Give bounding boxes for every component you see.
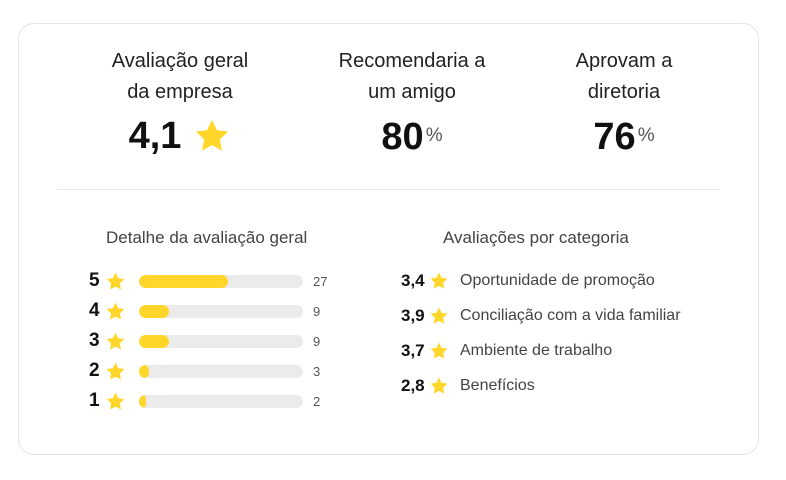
- distribution-count: 9: [313, 333, 321, 349]
- distribution-bar: [139, 304, 303, 318]
- recommend-unit: %: [425, 125, 443, 146]
- overall-rating-label: Avaliação geral da empresa: [111, 50, 249, 103]
- distribution-title: Detalhe da avaliação geral: [106, 228, 308, 247]
- star-icon: [429, 376, 449, 396]
- approve-label: Aprovam a diretoria: [575, 50, 673, 103]
- distribution-bar-fill: [139, 304, 169, 318]
- categories-title: Avaliações por categoria: [443, 228, 629, 247]
- distribution-count: 27: [313, 273, 328, 289]
- distribution-bar-fill: [139, 394, 146, 408]
- category-item: 2,8 Benefícios: [401, 375, 535, 397]
- distribution-stars: 1: [89, 390, 100, 411]
- distribution-count: 2: [313, 393, 321, 409]
- star-icon: [429, 341, 449, 361]
- distribution-row-2: 2 3: [89, 360, 320, 382]
- category-label: Conciliação com a vida familiar: [460, 307, 681, 324]
- category-score: 3,4: [401, 271, 425, 290]
- distribution-row-3: 3 9: [89, 330, 320, 352]
- category-item: 3,9 Conciliação com a vida familiar: [401, 305, 681, 327]
- category-score: 2,8: [401, 376, 425, 395]
- category-label: Ambiente de trabalho: [460, 342, 613, 359]
- distribution-bar-fill: [139, 364, 149, 378]
- distribution-bar: [139, 394, 303, 408]
- star-icon: [193, 117, 231, 155]
- category-item: 3,4 Oportunidade de promoção: [401, 270, 655, 292]
- distribution-row-4: 4 9: [89, 300, 320, 322]
- distribution-bar: [139, 334, 303, 348]
- ratings-card: Avaliação geral da empresa 4,1 Recomenda…: [18, 23, 759, 455]
- recommend-value: 80%: [381, 116, 443, 158]
- distribution-bar: [139, 274, 303, 288]
- distribution-stars: 4: [89, 300, 100, 321]
- star-icon: [429, 306, 449, 326]
- distribution-stars: 5: [89, 270, 100, 291]
- distribution-stars: 2: [89, 360, 100, 381]
- category-label: Oportunidade de promoção: [460, 272, 655, 289]
- overall-rating-value: 4,1: [95, 116, 265, 156]
- star-icon: [105, 271, 126, 292]
- distribution-count: 3: [313, 363, 321, 379]
- star-icon: [429, 271, 449, 291]
- approve-value: 76%: [593, 116, 655, 158]
- distribution-bar: [139, 364, 303, 378]
- distribution-stars: 3: [89, 330, 100, 351]
- category-score: 3,7: [401, 341, 425, 360]
- category-item: 3,7 Ambiente de trabalho: [401, 340, 612, 362]
- category-label: Benefícios: [460, 377, 535, 394]
- star-icon: [105, 301, 126, 322]
- approve-metric: Aprovam a diretoria 76%: [539, 46, 709, 158]
- distribution-count: 9: [313, 303, 321, 319]
- recommend-metric: Recomendaria a um amigo 80%: [327, 46, 497, 158]
- divider: [57, 189, 720, 190]
- distribution-row-1: 1 2: [89, 390, 320, 412]
- star-icon: [105, 361, 126, 382]
- distribution-row-5: 5 27: [89, 270, 327, 292]
- recommend-label: Recomendaria a um amigo: [338, 50, 486, 103]
- distribution-bar-fill: [139, 334, 169, 348]
- star-icon: [105, 391, 126, 412]
- star-icon: [105, 331, 126, 352]
- approve-unit: %: [637, 125, 655, 146]
- distribution-bar-fill: [139, 274, 228, 288]
- overall-rating-metric: Avaliação geral da empresa 4,1: [95, 46, 265, 156]
- category-score: 3,9: [401, 306, 425, 325]
